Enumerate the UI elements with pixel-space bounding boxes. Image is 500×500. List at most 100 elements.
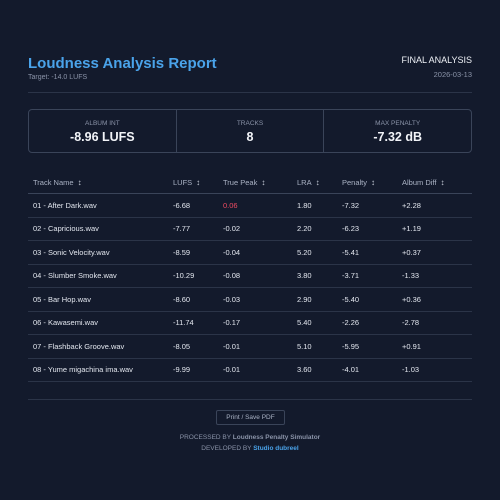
summary-stats: ALBUM INT -8.96 LUFS TRACKS 8 MAX PENALT… (28, 109, 472, 153)
table-row: 06 - Kawasemi.wav -11.74 -0.17 5.40 -2.2… (28, 311, 472, 335)
track-name: 01 - After Dark.wav (28, 193, 168, 218)
album-diff-value: +2.28 (397, 193, 472, 218)
processed-by-name: Loudness Penalty Simulator (232, 434, 321, 441)
penalty-value: -6.23 (337, 217, 397, 241)
penalty-value: -7.32 (337, 193, 397, 218)
lra-value: 3.60 (292, 358, 337, 382)
stat-max-penalty: MAX PENALTY -7.32 dB (323, 110, 471, 152)
penalty-value: -4.01 (337, 358, 397, 382)
track-name: 02 - Capricious.wav (28, 217, 168, 241)
report-header: Loudness Analysis Report Target: -14.0 L… (28, 52, 472, 92)
developed-by-prefix: DEVELOPED BY (201, 445, 252, 452)
column-header-track-name[interactable]: Track Name ↕ (28, 171, 168, 194)
table-row: 04 - Slumber Smoke.wav -10.29 -0.08 3.80… (28, 264, 472, 288)
lufs-value: -10.29 (168, 264, 218, 288)
column-label: LRA (297, 177, 312, 187)
header-divider (28, 92, 472, 93)
table-row: 05 - Bar Hop.wav -8.60 -0.03 2.90 -5.40 … (28, 287, 472, 312)
true-peak-value: 0.06 (218, 193, 292, 218)
column-label: True Peak (223, 177, 258, 187)
album-diff-value: -2.78 (397, 311, 472, 335)
lufs-value: -8.05 (168, 334, 218, 359)
penalty-value: -5.40 (337, 287, 397, 312)
penalty-value: -3.71 (337, 264, 397, 288)
table-row: 08 - Yume migachina ima.wav -9.99 -0.01 … (28, 358, 472, 382)
album-diff-value: -1.03 (397, 358, 472, 382)
track-name: 05 - Bar Hop.wav (28, 287, 168, 312)
track-name: 08 - Yume migachina ima.wav (28, 358, 168, 382)
penalty-value: -5.95 (337, 334, 397, 359)
column-label: Track Name (33, 177, 74, 187)
table-header-row: Track Name ↕ LUFS ↕ True Peak ↕ LRA ↕ Penalt… (28, 171, 472, 194)
lufs-value: -8.59 (168, 240, 218, 265)
sort-icon[interactable]: ↕ (196, 177, 201, 187)
stat-value: -7.32 dB (373, 130, 422, 144)
true-peak-value: -0.03 (218, 287, 292, 312)
sort-icon[interactable]: ↕ (440, 177, 445, 187)
lra-value: 3.80 (292, 264, 337, 288)
lra-value: 5.40 (292, 311, 337, 335)
lra-value: 5.20 (292, 240, 337, 265)
true-peak-value: -0.01 (218, 358, 292, 382)
sort-icon[interactable]: ↕ (261, 177, 266, 187)
lra-value: 1.80 (292, 193, 337, 218)
column-label: Penalty (342, 177, 368, 187)
table-row: 02 - Capricious.wav -7.77 -0.02 2.20 -6.… (28, 217, 472, 241)
target-loudness: Target: -14.0 LUFS (28, 74, 88, 81)
column-header-lra[interactable]: LRA ↕ (292, 171, 337, 194)
true-peak-value: -0.08 (218, 264, 292, 288)
true-peak-value: -0.17 (218, 311, 292, 335)
print-save-pdf-button[interactable]: Print / Save PDF (216, 410, 285, 425)
column-header-album-diff[interactable]: Album Diff ↕ (397, 171, 472, 194)
stat-value: 8 (246, 130, 254, 144)
lra-value: 2.20 (292, 217, 337, 241)
track-name: 03 - Sonic Velocity.wav (28, 240, 168, 265)
report-title: Loudness Analysis Report (28, 55, 217, 72)
final-analysis-label: FINAL ANALYSIS (401, 55, 472, 65)
penalty-value: -2.26 (337, 311, 397, 335)
column-header-lufs[interactable]: LUFS ↕ (168, 171, 218, 194)
stat-label: MAX PENALTY (375, 120, 421, 127)
stat-label: ALBUM INT (85, 120, 120, 127)
lufs-value: -9.99 (168, 358, 218, 382)
lra-value: 2.90 (292, 287, 337, 312)
footer-divider (28, 399, 472, 400)
lufs-value: -11.74 (168, 311, 218, 335)
column-header-true-peak[interactable]: True Peak ↕ (218, 171, 292, 194)
tracks-table: Track Name ↕ LUFS ↕ True Peak ↕ LRA ↕ Penalt… (28, 171, 472, 382)
column-label: Album Diff (402, 177, 437, 187)
true-peak-value: -0.02 (218, 217, 292, 241)
sort-icon[interactable]: ↕ (315, 177, 320, 187)
table-row: 03 - Sonic Velocity.wav -8.59 -0.04 5.20… (28, 240, 472, 265)
stat-label: TRACKS (236, 120, 264, 127)
track-name: 06 - Kawasemi.wav (28, 311, 168, 335)
stat-tracks: TRACKS 8 (175, 110, 324, 152)
stat-album-int: ALBUM INT -8.96 LUFS (29, 110, 176, 152)
album-diff-value: +0.36 (397, 287, 472, 312)
processed-by-prefix: PROCESSED BY (179, 434, 231, 441)
album-diff-value: +1.19 (397, 217, 472, 241)
album-diff-value: -1.33 (397, 264, 472, 288)
table-row: 07 - Flashback Groove.wav -8.05 -0.01 5.… (28, 334, 472, 359)
track-name: 04 - Slumber Smoke.wav (28, 264, 168, 288)
album-diff-value: +0.37 (397, 240, 472, 265)
stat-value: -8.96 LUFS (70, 130, 135, 144)
true-peak-value: -0.04 (218, 240, 292, 265)
lufs-value: -6.68 (168, 193, 218, 218)
true-peak-value: -0.01 (218, 334, 292, 359)
track-name: 07 - Flashback Groove.wav (28, 334, 168, 359)
developer-link[interactable]: Studio dubreel (253, 445, 299, 452)
lufs-value: -8.60 (168, 287, 218, 312)
lra-value: 5.10 (292, 334, 337, 359)
developed-by-credit: DEVELOPED BY Studio dubreel (0, 445, 500, 452)
sort-icon[interactable]: ↕ (77, 177, 82, 187)
processed-by-credit: PROCESSED BY Loudness Penalty Simulator (0, 434, 500, 441)
penalty-value: -5.41 (337, 240, 397, 265)
table-row: 01 - After Dark.wav -6.68 0.06 1.80 -7.3… (28, 193, 472, 218)
sort-icon[interactable]: ↕ (371, 177, 376, 187)
album-diff-value: +0.91 (397, 334, 472, 359)
column-label: LUFS (173, 177, 193, 187)
lufs-value: -7.77 (168, 217, 218, 241)
column-header-penalty[interactable]: Penalty ↕ (337, 171, 397, 194)
report-date: 2026-03-13 (433, 70, 472, 79)
